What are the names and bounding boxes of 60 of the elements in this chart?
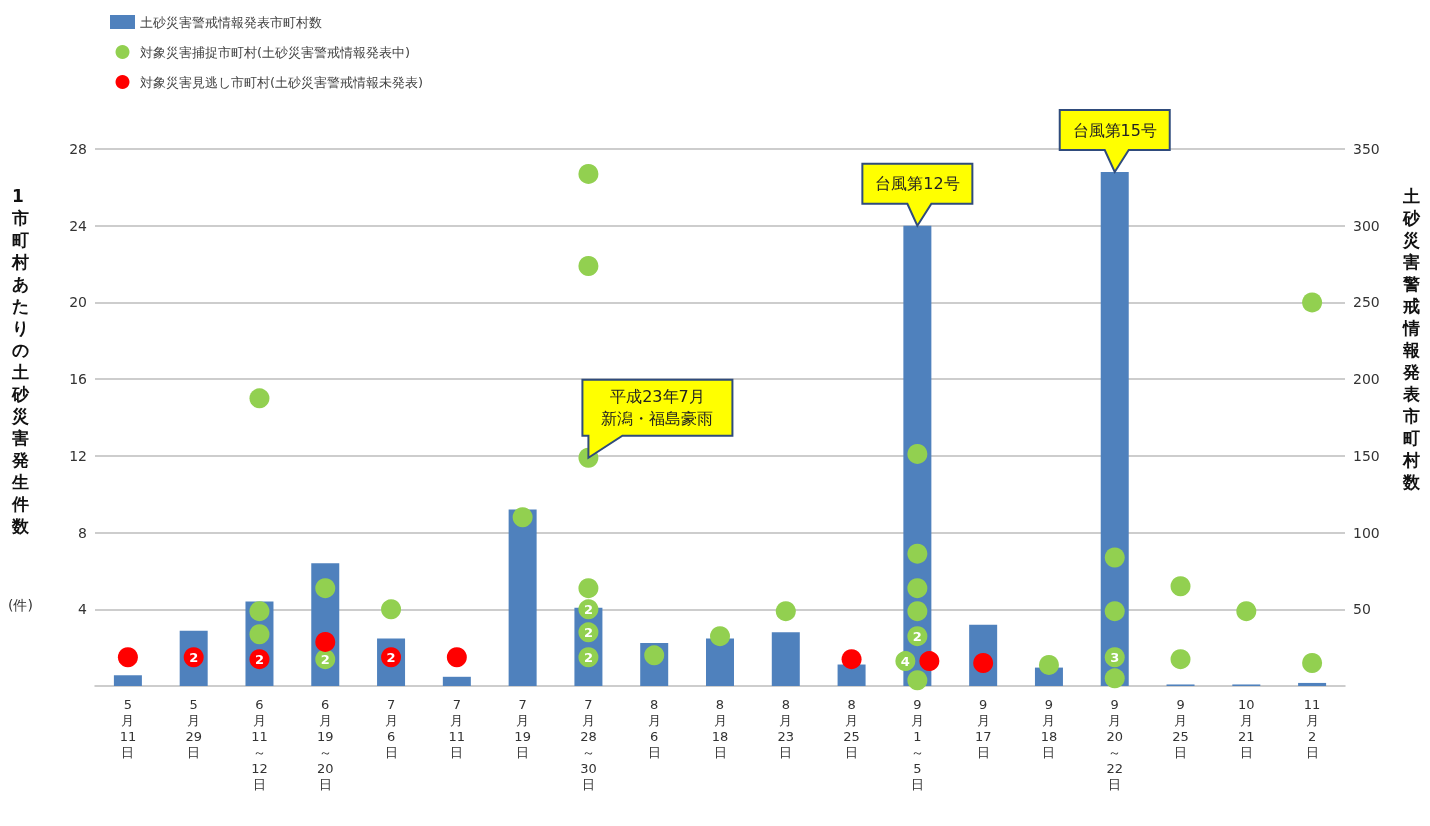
annotation: 2 <box>583 624 593 640</box>
x-tick-label: 11月2日 <box>1303 696 1321 760</box>
y-tick-label: 16 <box>69 371 88 388</box>
x-tick-label: 9月20～22日 <box>1106 696 1124 792</box>
annotation: 2 <box>254 651 264 667</box>
annotation: 2 <box>583 601 593 617</box>
x-tick-label: 8月18日 <box>711 696 729 760</box>
y2-tick-label: 300 <box>1353 217 1380 234</box>
bar <box>442 676 471 686</box>
y-tick-label: 20 <box>69 294 87 311</box>
annotation: 2 <box>320 651 330 667</box>
bar <box>508 509 537 686</box>
y2-tick-label: 250 <box>1353 294 1380 311</box>
x-tick-label: 9月18日 <box>1040 696 1058 760</box>
x-tick-label: 9月25日 <box>1172 696 1189 760</box>
annotation: 3 <box>1110 649 1120 665</box>
legend-label: 土砂災害警戒情報発表市町村数 <box>140 14 322 30</box>
y2-tick-label: 50 <box>1353 601 1371 618</box>
x-tick-label: 9月1～5日 <box>910 696 924 792</box>
y2-tick-label: 350 <box>1353 141 1380 157</box>
text: (件) <box>8 597 33 613</box>
legend-label: 対象災害捕捉市町村(土砂災害警戒情報発表中) <box>140 44 411 60</box>
legend-label: 対象災害見逃し市町村(土砂災害警戒情報未発表) <box>140 74 424 90</box>
bar <box>771 632 800 686</box>
bar <box>1100 172 1129 686</box>
text: 土砂災害警戒情報発表市町村数 <box>1403 186 1420 492</box>
y-tick-label: 24 <box>69 217 88 234</box>
annotation: 2 <box>583 649 593 665</box>
x-tick-label: 7月6日 <box>384 696 398 760</box>
x-tick-label: 10月21日 <box>1238 696 1255 760</box>
annotation: 台風第12号 <box>875 174 960 194</box>
x-tick-label: 6月19～20日 <box>316 696 334 792</box>
annotation: 2 <box>912 628 922 644</box>
annotation: 2 <box>189 649 199 665</box>
annotation: 台風第15号 <box>1072 120 1157 140</box>
x-tick-label: 8月25日 <box>843 696 860 760</box>
x-tick-label: 7月28～30日 <box>580 696 597 792</box>
bar <box>1298 682 1327 686</box>
y2-tick-label: 150 <box>1353 447 1380 464</box>
x-tick-label: 5月29日 <box>185 696 202 760</box>
text: 1市町村あたりの土砂災害発生件数 <box>12 186 29 536</box>
bar <box>706 638 734 686</box>
y-tick-label: 8 <box>78 524 87 541</box>
x-tick-label: 8月6日 <box>647 696 661 760</box>
x-tick-label: 5月11日 <box>119 696 137 760</box>
x-tick-label: 7月19日 <box>514 696 531 760</box>
annotation: 平成23年7月新潟・福島豪雨 <box>601 387 714 429</box>
bar <box>837 664 866 686</box>
annotation: 2 <box>386 649 396 665</box>
y-tick-label: 4 <box>78 601 88 618</box>
x-tick-label: 8月23日 <box>777 696 795 760</box>
y2-tick-label: 100 <box>1353 524 1380 541</box>
x-tick-label: 7月11日 <box>448 696 466 760</box>
bar <box>113 675 142 686</box>
x-tick-label: 6月11～12日 <box>251 696 268 792</box>
y2-tick-label: 200 <box>1353 371 1380 388</box>
x-tick-label: 9月17日 <box>974 696 992 760</box>
annotation: 4 <box>900 653 910 669</box>
y-tick-label: 28 <box>69 141 87 157</box>
y-tick-label: 12 <box>69 447 87 464</box>
